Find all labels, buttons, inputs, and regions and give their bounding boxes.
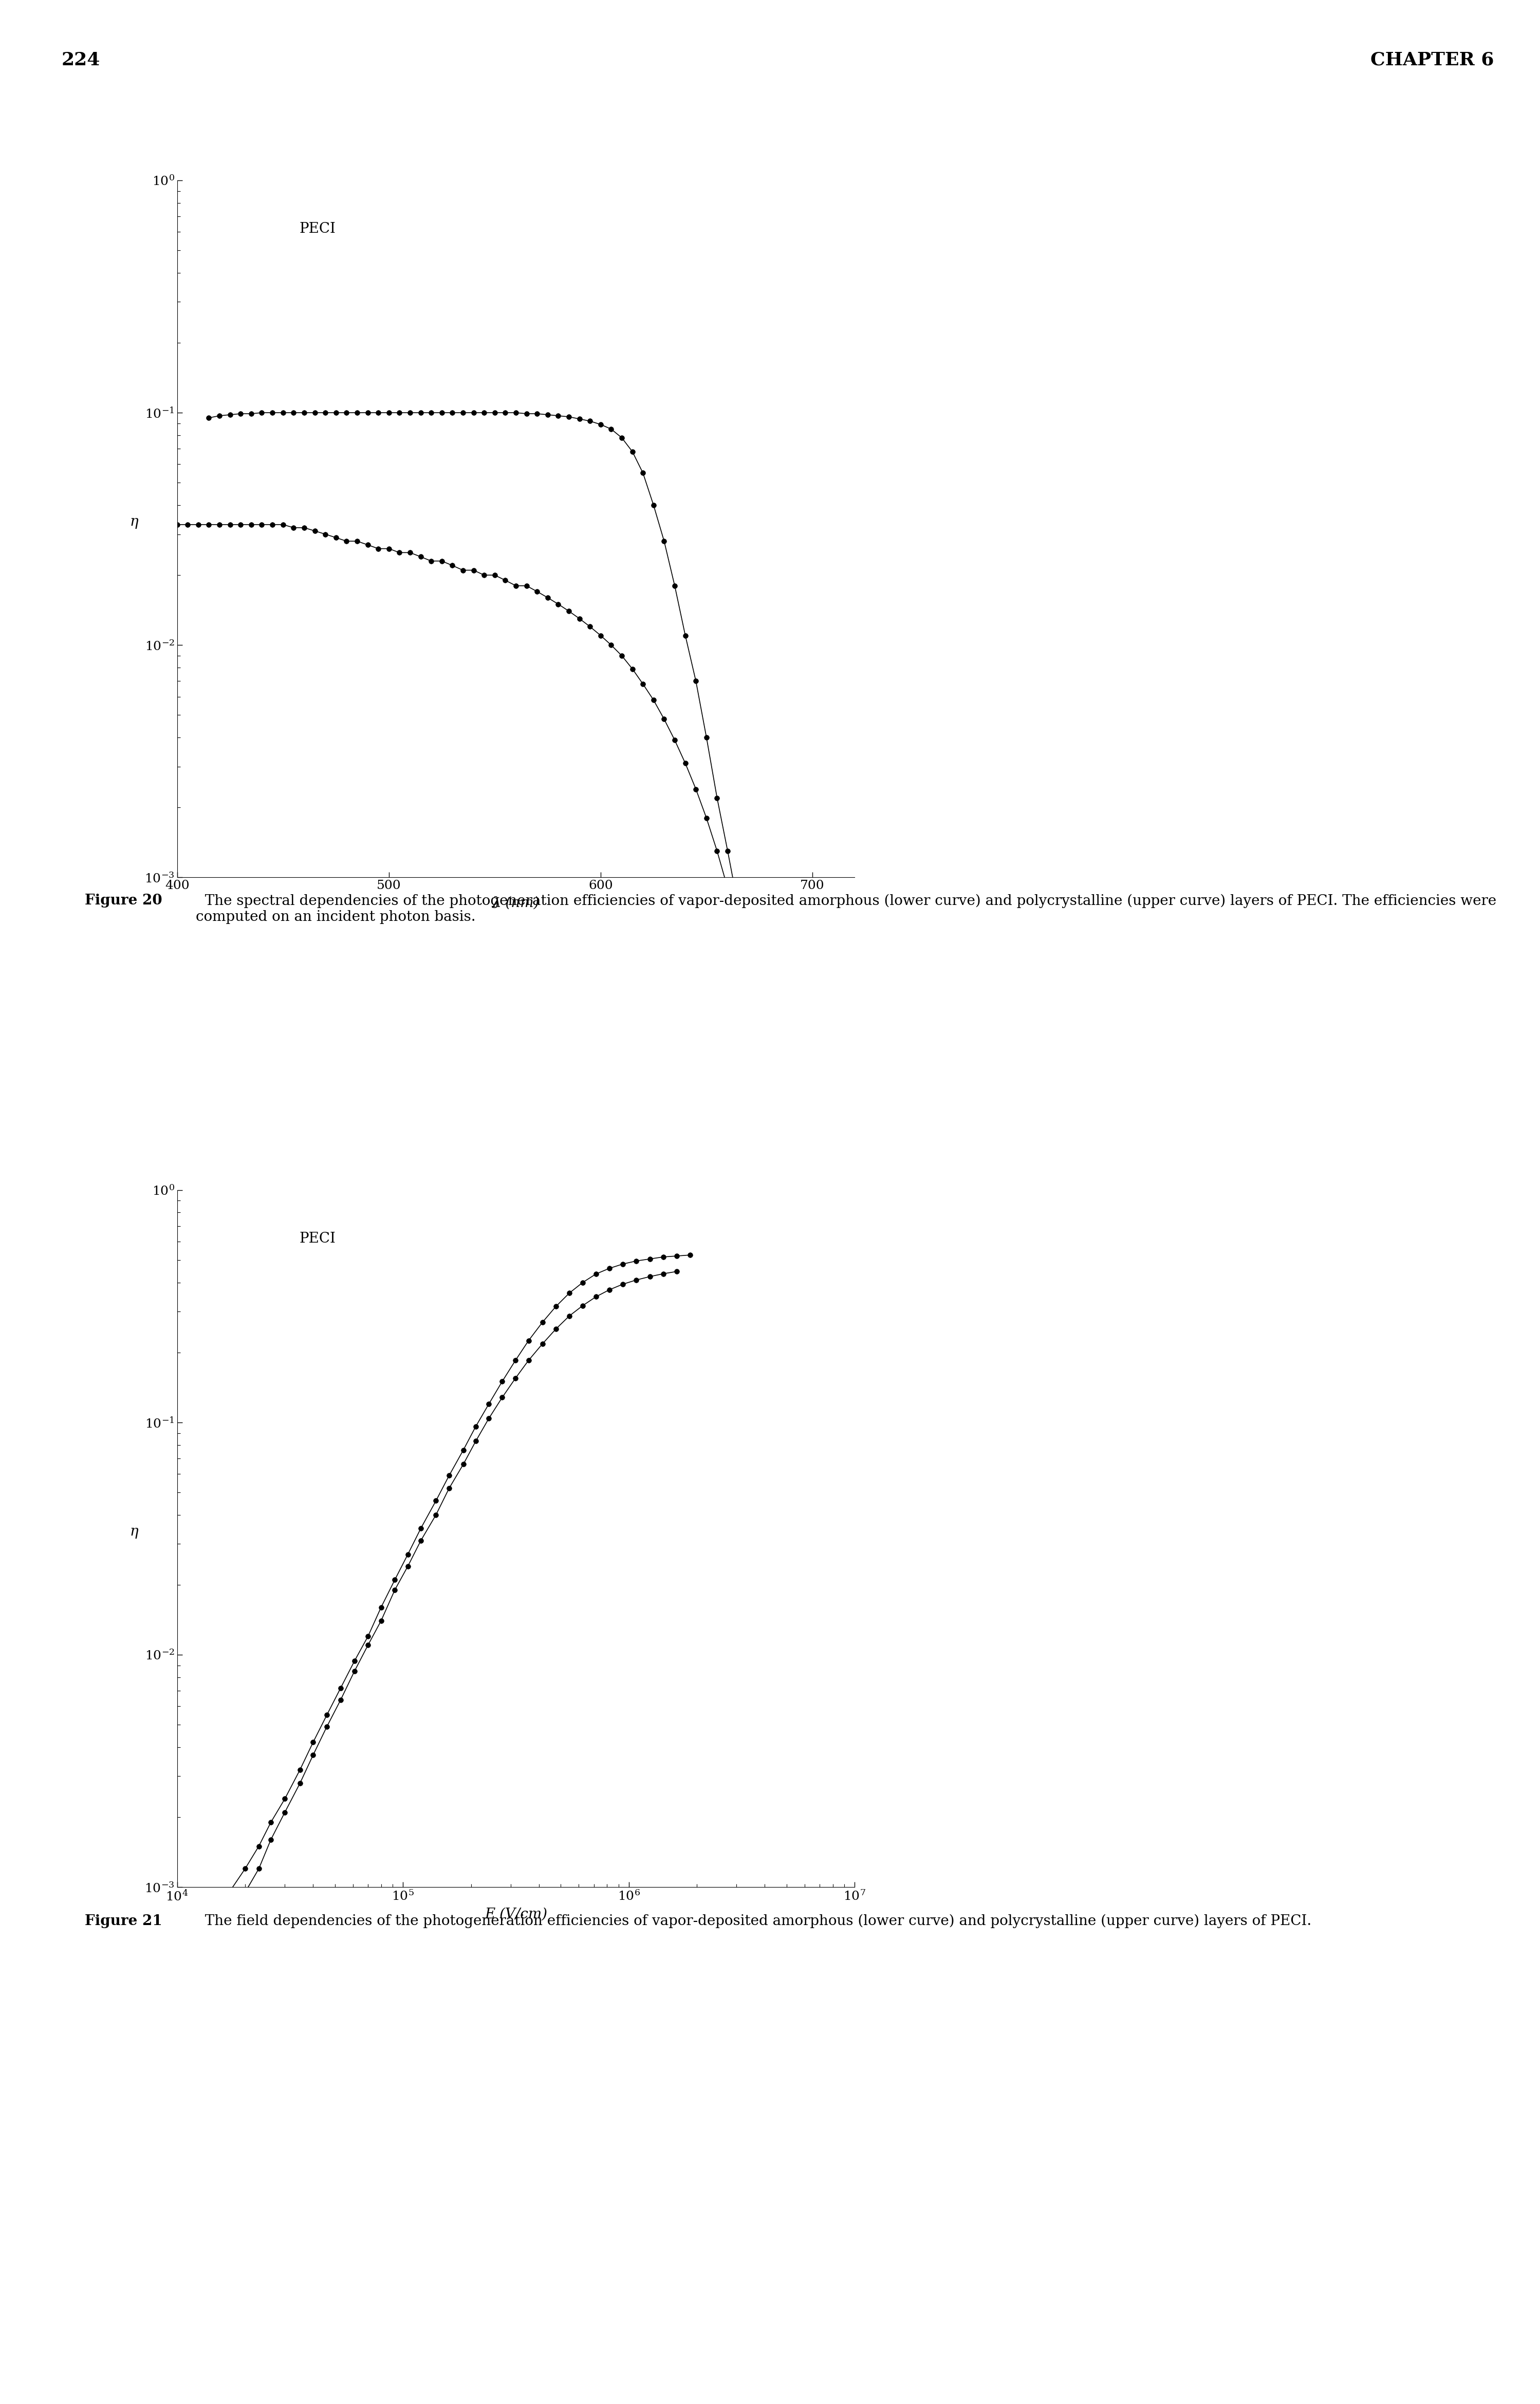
X-axis label: E (V/cm): E (V/cm) <box>485 1906 547 1921</box>
Text: The field dependencies of the photogeneration efficiencies of vapor-deposited am: The field dependencies of the photogener… <box>196 1914 1312 1928</box>
Y-axis label: η: η <box>129 1524 139 1539</box>
Text: PECI: PECI <box>299 1231 336 1245</box>
Text: PECI: PECI <box>299 221 336 236</box>
Text: The spectral dependencies of the photogeneration efficiencies of vapor-deposited: The spectral dependencies of the photoge… <box>196 894 1497 923</box>
X-axis label: λ (nm): λ (nm) <box>493 897 539 911</box>
Text: 224: 224 <box>62 50 100 70</box>
Y-axis label: η: η <box>129 514 139 529</box>
Text: Figure 20: Figure 20 <box>85 894 162 909</box>
Text: Figure 21: Figure 21 <box>85 1914 162 1928</box>
Text: CHAPTER 6: CHAPTER 6 <box>1371 50 1494 70</box>
